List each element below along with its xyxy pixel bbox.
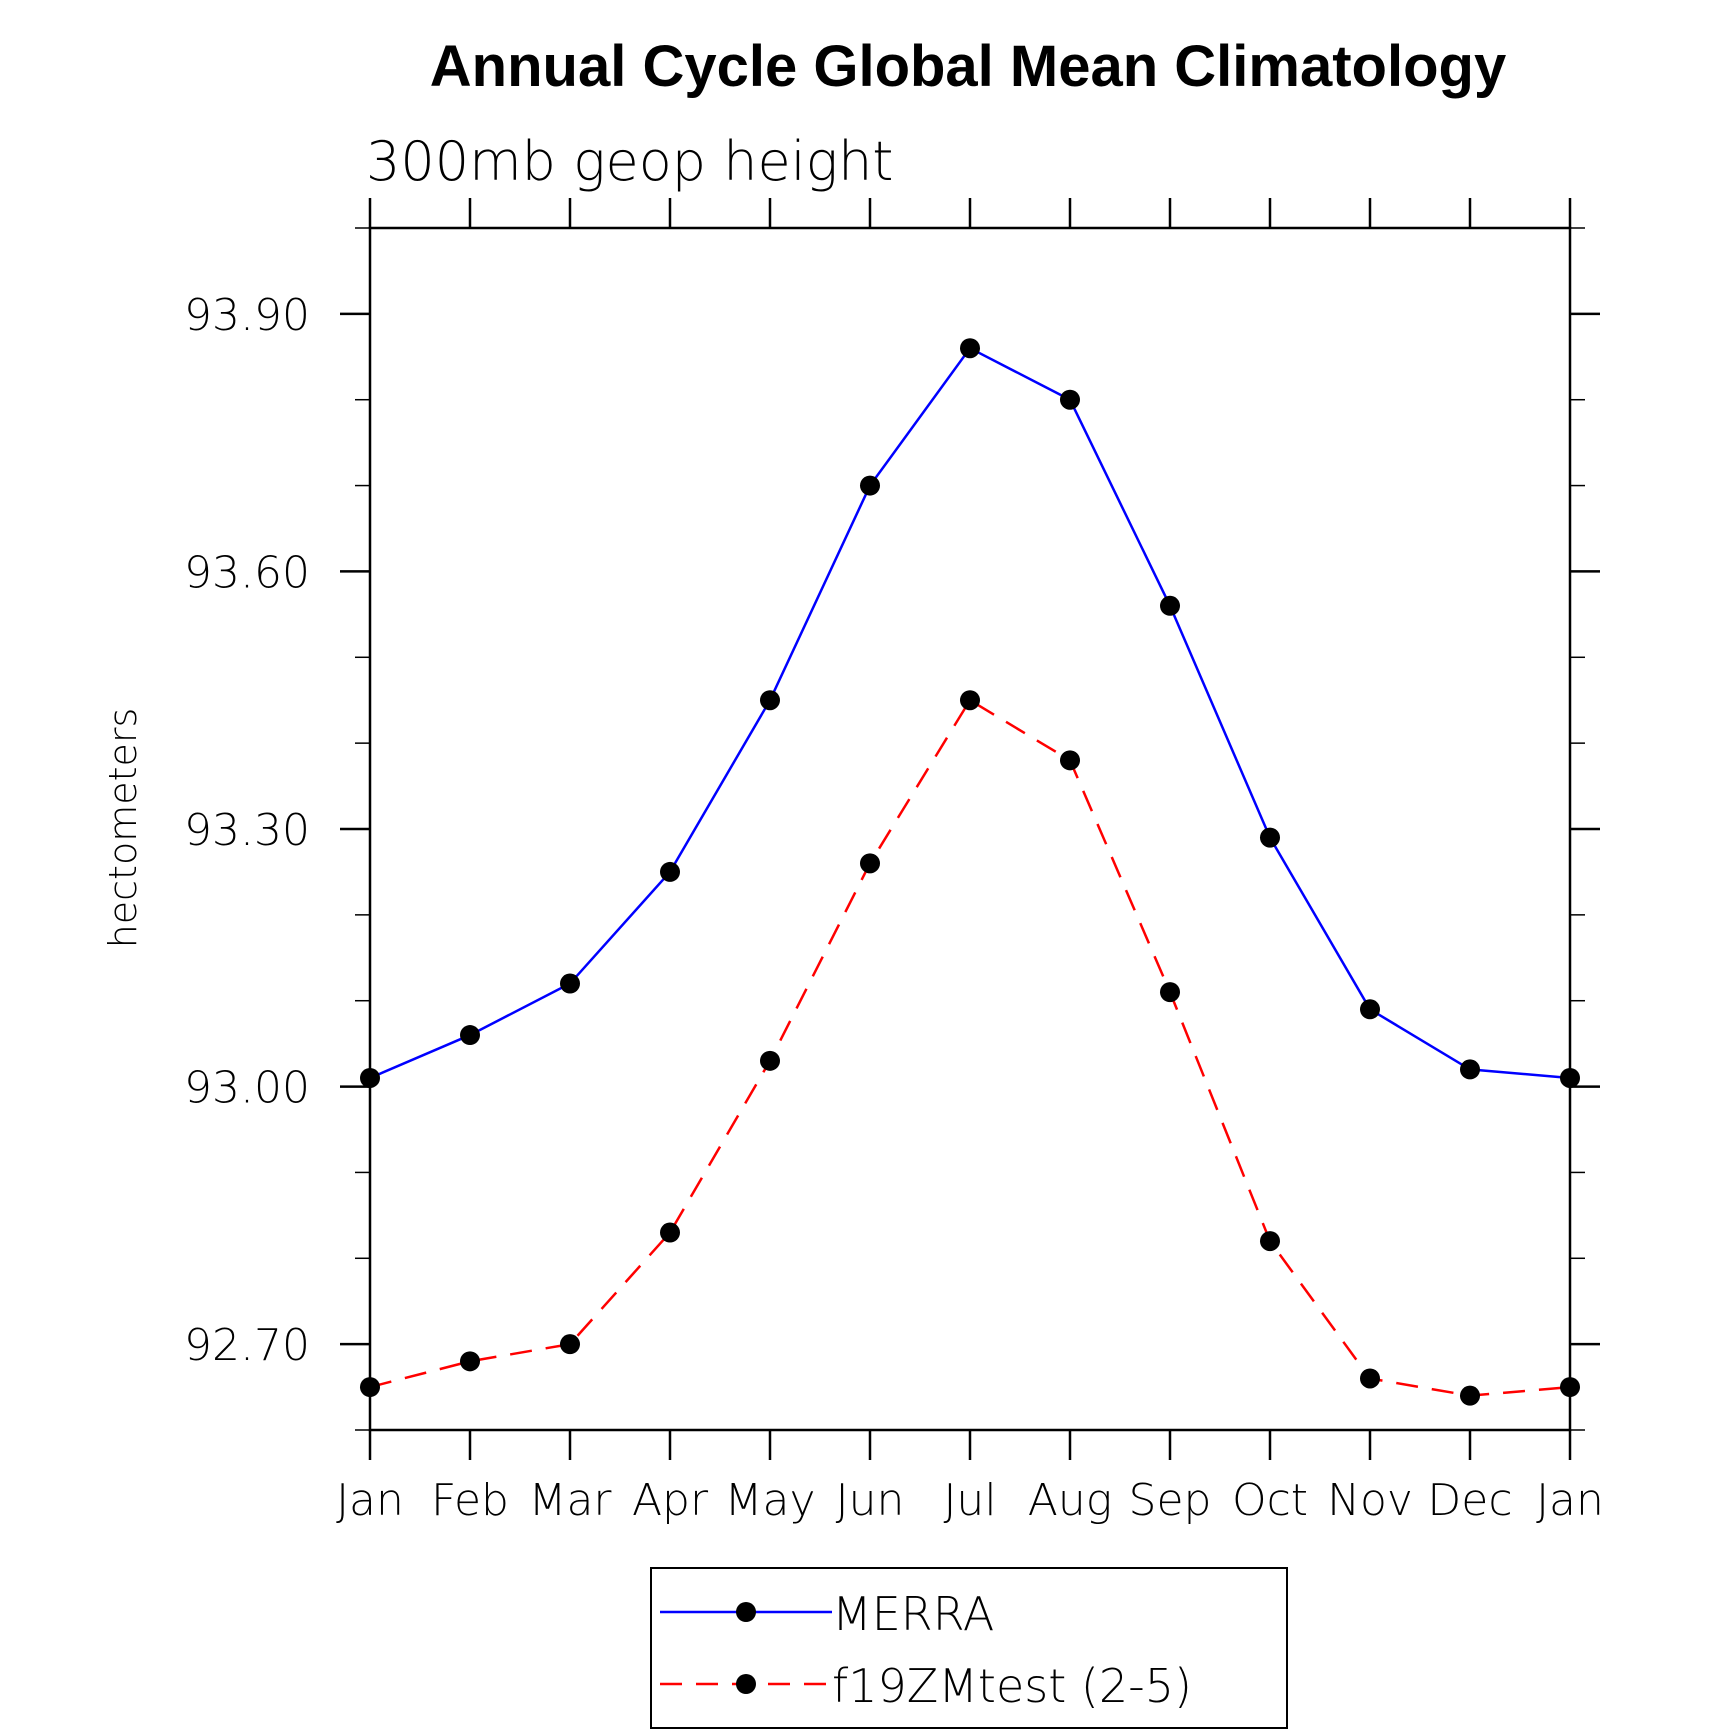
legend-box — [650, 1567, 1288, 1729]
data-point-series-1 — [1460, 1385, 1480, 1406]
data-point-series-1 — [860, 853, 880, 874]
data-point-series-0 — [660, 861, 680, 882]
data-point-series-0 — [1460, 1059, 1480, 1080]
data-point-series-1 — [760, 1050, 780, 1071]
data-point-series-0 — [1560, 1067, 1580, 1088]
x-tick-label: Jan — [336, 1475, 404, 1526]
data-point-series-1 — [460, 1351, 480, 1372]
x-tick-label: Oct — [1232, 1475, 1308, 1526]
tick-labels: Jan Feb Mar Apr May Jun Jul Aug Sep Oct Nov Dec Jan 9… — [184, 290, 1604, 1526]
series-line-1 — [369, 698, 1571, 1397]
x-tick-label: Jan — [1536, 1475, 1604, 1526]
y-axis-label: hectometers — [101, 708, 145, 949]
data-point-series-0 — [1260, 827, 1280, 848]
x-tick-label: Dec — [1427, 1475, 1512, 1526]
data-point-series-0 — [1360, 999, 1380, 1020]
x-tick-label: Sep — [1129, 1475, 1212, 1526]
data-point-series-0 — [760, 690, 780, 711]
data-point-series-0 — [860, 475, 880, 496]
chart-title: Annual Cycle Global Mean Climatology — [430, 34, 1506, 99]
data-point-series-1 — [1560, 1377, 1580, 1398]
data-point-series-0 — [1160, 595, 1180, 616]
x-tick-label: May — [725, 1475, 816, 1526]
data-point-series-1 — [960, 690, 980, 711]
y-tick-label: 93.60 — [184, 547, 310, 598]
legend-label-merra: MERRA — [832, 1587, 994, 1641]
y-tick-label: 93.00 — [184, 1063, 310, 1114]
x-tick-label: Apr — [632, 1475, 709, 1526]
legend: MERRA f19ZMtest (2-5) — [650, 1567, 1288, 1729]
axis-ticks — [340, 198, 1600, 1460]
data-point-series-1 — [360, 1377, 380, 1398]
y-tick-label: 93.90 — [184, 290, 310, 341]
y-tick-label: 93.30 — [184, 805, 310, 856]
x-tick-label: Jul — [943, 1475, 996, 1526]
x-tick-label: Nov — [1327, 1475, 1413, 1526]
chart-subtitle: 300mb geop height — [366, 130, 893, 193]
data-point-series-0 — [460, 1025, 480, 1046]
data-point-series-1 — [560, 1334, 580, 1355]
data-point-series-1 — [1160, 982, 1180, 1003]
data-point-series-1 — [660, 1222, 680, 1243]
data-point-series-0 — [960, 338, 980, 359]
data-point-series-0 — [560, 973, 580, 994]
data-point-series-1 — [1060, 750, 1080, 771]
plot-border — [368, 226, 1572, 1432]
data-point-series-0 — [1060, 389, 1080, 410]
legend-marker-f19zmtest — [736, 1674, 756, 1694]
legend-label-f19zmtest: f19ZMtest (2-5) — [832, 1659, 1192, 1713]
x-tick-label: Aug — [1028, 1475, 1112, 1526]
x-tick-label: Mar — [528, 1475, 612, 1526]
plot-frame — [368, 226, 1572, 1432]
series-line-0 — [369, 346, 1571, 1080]
x-tick-label: Jun — [836, 1475, 905, 1526]
data-point-series-1 — [1260, 1231, 1280, 1252]
legend-marker-merra — [736, 1602, 756, 1622]
data-point-series-0 — [360, 1067, 380, 1088]
series-layer — [360, 338, 1580, 1406]
y-tick-label: 92.70 — [184, 1320, 310, 1371]
data-point-series-1 — [1360, 1368, 1380, 1389]
x-tick-label: Feb — [431, 1475, 509, 1526]
